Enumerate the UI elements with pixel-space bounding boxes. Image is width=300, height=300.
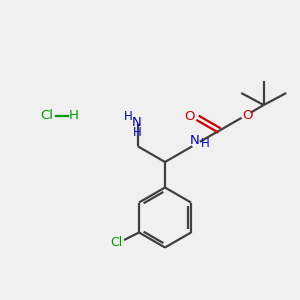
Text: H: H — [124, 110, 133, 123]
Text: H: H — [69, 109, 78, 122]
Text: O: O — [242, 109, 253, 122]
Text: Cl: Cl — [40, 109, 53, 122]
Text: O: O — [184, 110, 194, 123]
Text: N: N — [190, 134, 200, 147]
Text: Cl: Cl — [110, 236, 123, 250]
Text: H: H — [200, 137, 209, 150]
Text: H: H — [132, 126, 141, 139]
Text: N: N — [132, 116, 142, 129]
